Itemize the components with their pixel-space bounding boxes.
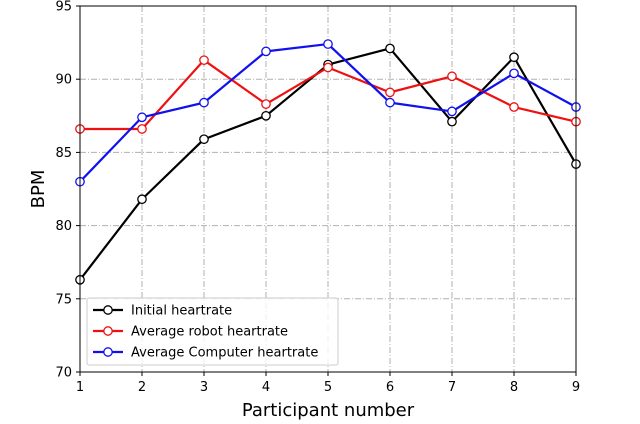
data-point [323,39,333,49]
data-point [261,46,271,57]
y-tick-label: 85 [55,146,72,161]
data-point [385,97,395,108]
x-tick-label: 9 [572,380,580,395]
data-point [385,43,395,54]
legend-marker-2 [103,326,113,336]
data-point [199,97,209,108]
legend-marker-3 [103,347,113,357]
x-tick-label: 8 [510,380,518,395]
y-tick-label: 95 [55,0,72,15]
legend-marker-1 [103,305,113,315]
data-point [509,102,519,112]
x-axis-label: Participant number [242,400,415,421]
data-point [199,134,209,145]
data-point [261,110,271,121]
data-point [137,124,147,134]
tick-labels: 1 2 3 4 5 6 7 8 9 70 75 80 85 90 95 [55,0,580,395]
series-lines [75,39,581,285]
x-tick-label: 4 [262,380,270,395]
data-point [199,55,209,66]
y-tick-label: 90 [55,73,72,88]
axis-ticks [76,5,577,376]
x-tick-label: 6 [386,380,394,395]
y-tick-label: 70 [55,366,72,381]
y-tick-label: 80 [55,219,72,234]
x-tick-label: 1 [76,380,84,395]
data-point [509,52,519,63]
data-point [447,106,457,117]
data-point [137,112,147,123]
legend: Initial heartrate Average robot heartrate… [86,297,339,366]
data-point [509,68,519,79]
legend-label-3: Average Computer heartrate [131,346,318,361]
data-point [137,194,147,205]
x-tick-label: 2 [138,380,146,395]
legend-box [86,297,339,366]
x-tick-label: 7 [448,380,456,395]
data-point [323,62,333,73]
y-tick-label: 75 [55,292,72,307]
legend-label-1: Initial heartrate [131,304,232,319]
data-point [261,99,271,109]
data-point [385,87,395,98]
y-axis-label: BPM [28,170,49,209]
data-point [447,71,457,82]
x-tick-label: 3 [200,380,208,395]
data-point [447,116,457,127]
x-tick-label: 5 [324,380,332,395]
legend-label-2: Average robot heartrate [131,325,288,340]
